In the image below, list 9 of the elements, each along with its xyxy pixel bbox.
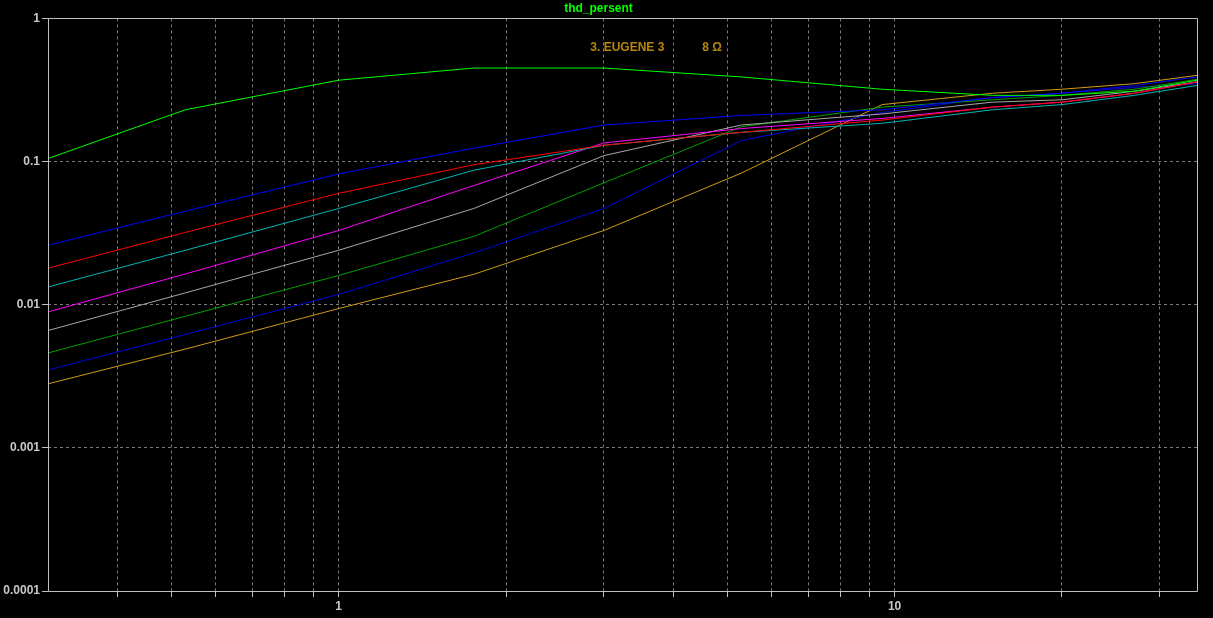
annotation: 3. EUGENE 3 (590, 39, 665, 54)
annotation: 8 Ω (702, 39, 723, 54)
chart-title: thd_persent (564, 0, 633, 15)
y-tick-label: 0.1 (23, 153, 41, 168)
y-tick-label: 1 (33, 10, 41, 25)
x-tick-label: 10 (887, 598, 902, 613)
y-tick-label: 0.001 (9, 440, 41, 455)
y-tick-label: 0.01 (16, 297, 41, 312)
y-tick-label: 0.0001 (3, 583, 41, 598)
